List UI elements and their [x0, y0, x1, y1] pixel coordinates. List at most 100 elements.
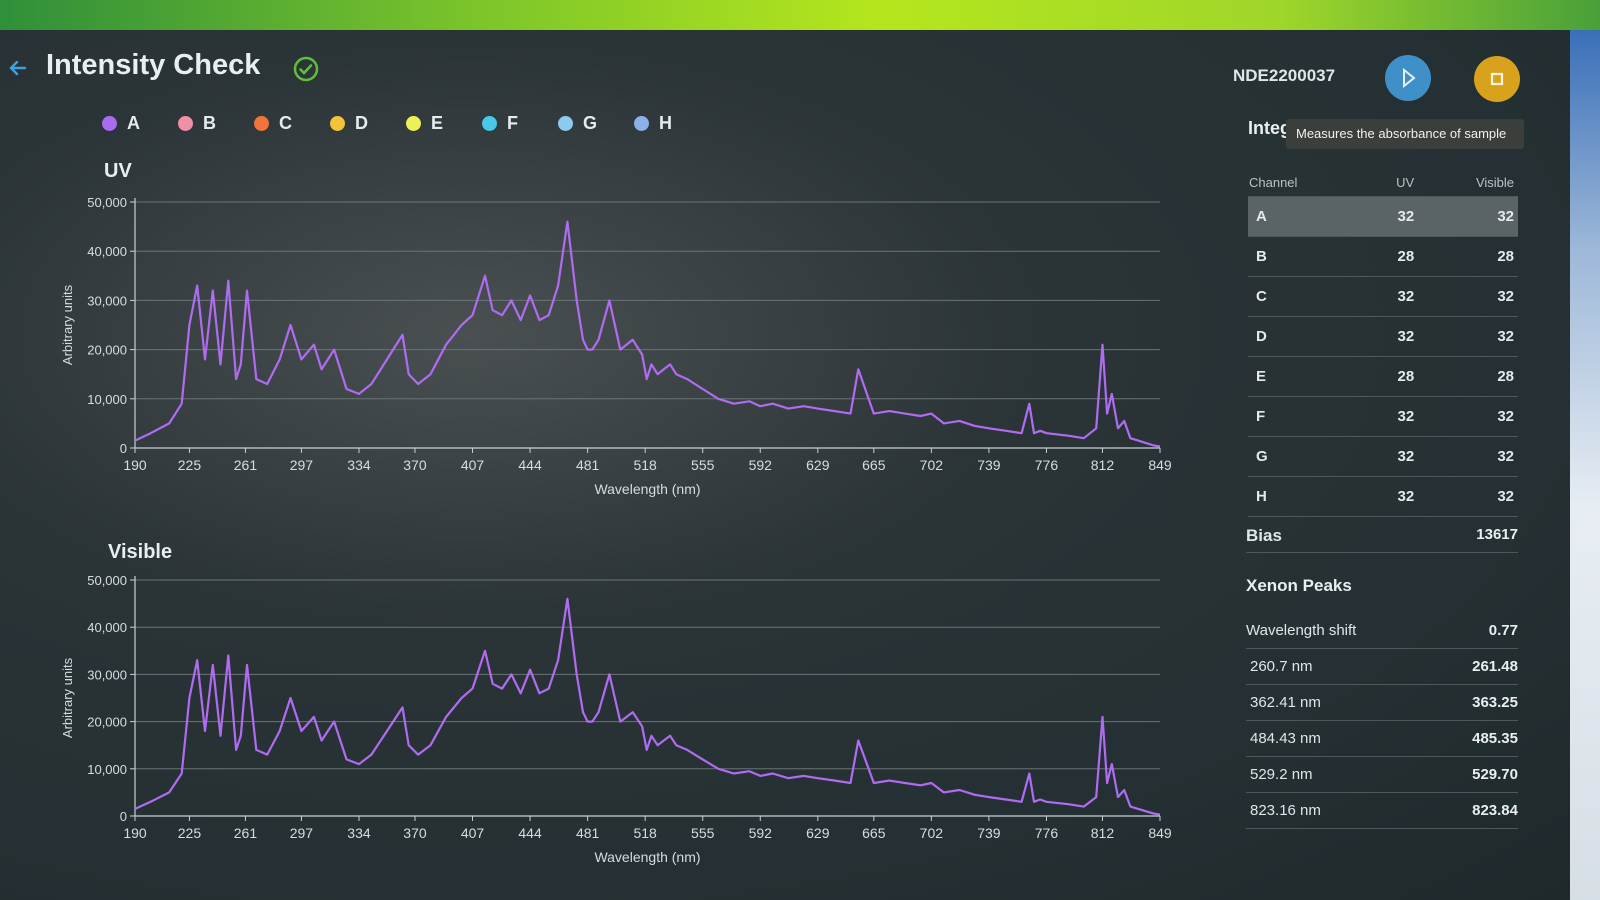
x-tick-label: 702 [920, 825, 944, 841]
bias-row: Bias 13617 [1246, 526, 1518, 553]
uv-value: 32 [1364, 196, 1419, 237]
legend-item-h[interactable]: H [634, 113, 710, 134]
visible-value: 32 [1418, 276, 1518, 317]
legend-dot [330, 116, 345, 131]
column-header: UV [1364, 168, 1419, 197]
x-tick-label: 190 [123, 825, 147, 841]
xenon-peaks-title: Xenon Peaks [1246, 576, 1352, 595]
legend-item-b[interactable]: B [178, 113, 254, 134]
top-accent-bar [0, 0, 1600, 30]
legend-dot [254, 116, 269, 131]
y-tick-label: 40,000 [87, 620, 127, 635]
stop-icon [1490, 72, 1504, 86]
x-tick-label: 407 [461, 825, 485, 841]
page-title: Intensity Check [46, 49, 261, 81]
x-tick-label: 297 [290, 457, 314, 473]
x-tick-label: 555 [691, 825, 715, 841]
legend-item-g[interactable]: G [558, 113, 634, 134]
back-arrow-icon[interactable] [6, 56, 30, 80]
x-tick-label: 481 [576, 457, 600, 473]
shift-value: 0.77 [1488, 621, 1518, 639]
table-row[interactable]: D 32 32 [1248, 316, 1518, 357]
channel-name: G [1248, 436, 1365, 477]
column-header: Visible [1418, 168, 1518, 197]
legend-label: C [279, 113, 292, 133]
x-tick-label: 370 [403, 457, 427, 473]
peak-row: 484.43 nm 485.35 [1246, 720, 1518, 757]
legend-label: A [127, 113, 140, 133]
x-tick-label: 297 [290, 825, 314, 841]
legend-item-a[interactable]: A [102, 113, 178, 134]
legend-dot [558, 116, 573, 131]
channel-name: H [1248, 476, 1365, 517]
legend-dot [102, 116, 117, 131]
y-tick-label: 50,000 [87, 573, 127, 588]
x-tick-label: 702 [920, 457, 944, 473]
channel-name: D [1248, 316, 1365, 357]
legend-item-e[interactable]: E [406, 113, 482, 134]
y-tick-label: 0 [120, 441, 127, 456]
x-tick-label: 370 [403, 825, 427, 841]
bias-label: Bias [1246, 526, 1282, 545]
channel-name: E [1248, 356, 1365, 397]
peak-row: 362.41 nm 363.25 [1246, 684, 1518, 721]
y-axis-label: Arbitrary units [60, 284, 75, 365]
peak-label: 529.2 nm [1250, 765, 1313, 783]
stop-button[interactable] [1474, 56, 1520, 102]
table-row[interactable]: E 28 28 [1248, 356, 1518, 397]
visible-value: 32 [1418, 396, 1518, 437]
table-row[interactable]: C 32 32 [1248, 276, 1518, 317]
wavelength-shift-row: Wavelength shift 0.77 [1246, 612, 1518, 649]
x-axis-label: Wavelength (nm) [594, 849, 700, 865]
x-tick-label: 665 [862, 825, 886, 841]
spectrum-line [134, 597, 1161, 816]
y-tick-label: 20,000 [87, 343, 127, 358]
x-tick-label: 334 [347, 457, 371, 473]
x-tick-label: 776 [1035, 457, 1059, 473]
table-row[interactable]: G 32 32 [1248, 436, 1518, 477]
table-row[interactable]: A 32 32 [1248, 196, 1518, 237]
x-tick-label: 444 [518, 825, 542, 841]
y-tick-label: 10,000 [87, 762, 127, 777]
x-tick-label: 592 [749, 825, 773, 841]
x-tick-label: 518 [633, 825, 657, 841]
visible-value: 28 [1418, 356, 1518, 397]
peak-row: 823.16 nm 823.84 [1246, 792, 1518, 829]
table-row[interactable]: F 32 32 [1248, 396, 1518, 437]
x-tick-label: 849 [1148, 457, 1172, 473]
table-row[interactable]: H 32 32 [1248, 476, 1518, 517]
legend-dot [482, 116, 497, 131]
y-tick-label: 30,000 [87, 293, 127, 308]
panel-heading: Integ [1248, 118, 1291, 138]
legend-dot [178, 116, 193, 131]
uv-value: 32 [1364, 396, 1419, 437]
legend-item-c[interactable]: C [254, 113, 330, 134]
peak-value: 823.84 [1472, 801, 1518, 819]
x-tick-label: 739 [977, 825, 1001, 841]
play-button[interactable] [1385, 55, 1431, 101]
legend-label: G [583, 113, 598, 133]
x-tick-label: 776 [1035, 825, 1059, 841]
legend-item-f[interactable]: F [482, 113, 558, 134]
x-tick-label: 444 [518, 457, 542, 473]
peak-label: 260.7 nm [1250, 657, 1313, 675]
legend-label: D [355, 113, 368, 133]
x-axis-label: Wavelength (nm) [594, 481, 700, 497]
uv-value: 32 [1364, 476, 1419, 517]
y-axis-label: Arbitrary units [60, 657, 75, 738]
x-tick-label: 481 [576, 825, 600, 841]
visible-chart-title: Visible [108, 541, 173, 563]
legend-item-d[interactable]: D [330, 113, 406, 134]
uv-value: 32 [1364, 436, 1419, 477]
legend-label: B [203, 113, 216, 133]
visible-value: 32 [1418, 196, 1518, 237]
x-tick-label: 629 [806, 825, 830, 841]
legend-label: H [659, 113, 672, 133]
table-row[interactable]: B 28 28 [1248, 236, 1518, 277]
desktop-edge [1570, 30, 1600, 900]
uv-value: 28 [1364, 356, 1419, 397]
uv-value: 32 [1364, 276, 1419, 317]
x-tick-label: 665 [862, 457, 886, 473]
x-tick-label: 739 [977, 457, 1001, 473]
peak-label: 484.43 nm [1250, 729, 1321, 747]
